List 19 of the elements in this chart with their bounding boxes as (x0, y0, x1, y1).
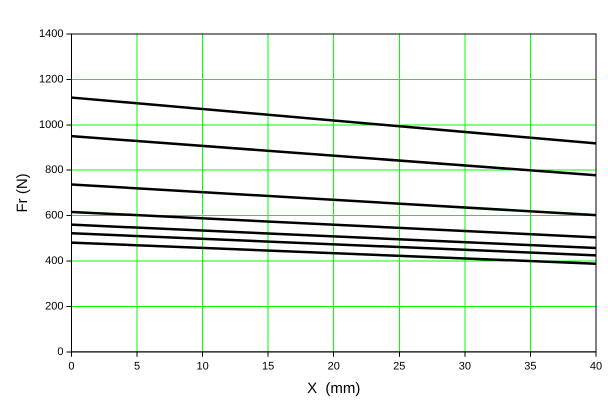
y-tick-label: 0 (57, 346, 64, 358)
x-axis-title: X (mm) (307, 380, 360, 398)
x-tick-label: 35 (524, 360, 537, 372)
y-tick-label: 800 (45, 164, 64, 176)
y-tick-label: 400 (45, 255, 64, 268)
y-tick-label: 1200 (38, 73, 64, 86)
x-tick-label: 0 (68, 360, 75, 372)
y-axis-title: Fr (N) (14, 173, 32, 212)
x-tick-label: 30 (458, 360, 471, 372)
x-tick-label: 10 (196, 360, 209, 372)
x-tick-label: 20 (328, 360, 340, 372)
x-tick-label: 40 (590, 360, 602, 372)
y-tick-label: 600 (45, 210, 64, 222)
x-tick-label: 5 (134, 360, 140, 372)
y-tick-label: 1000 (38, 118, 64, 131)
y-tick-label: 1400 (38, 28, 64, 40)
x-tick-label: 25 (393, 360, 406, 372)
x-tick-label: 15 (262, 360, 274, 372)
y-tick-label: 200 (45, 300, 64, 312)
